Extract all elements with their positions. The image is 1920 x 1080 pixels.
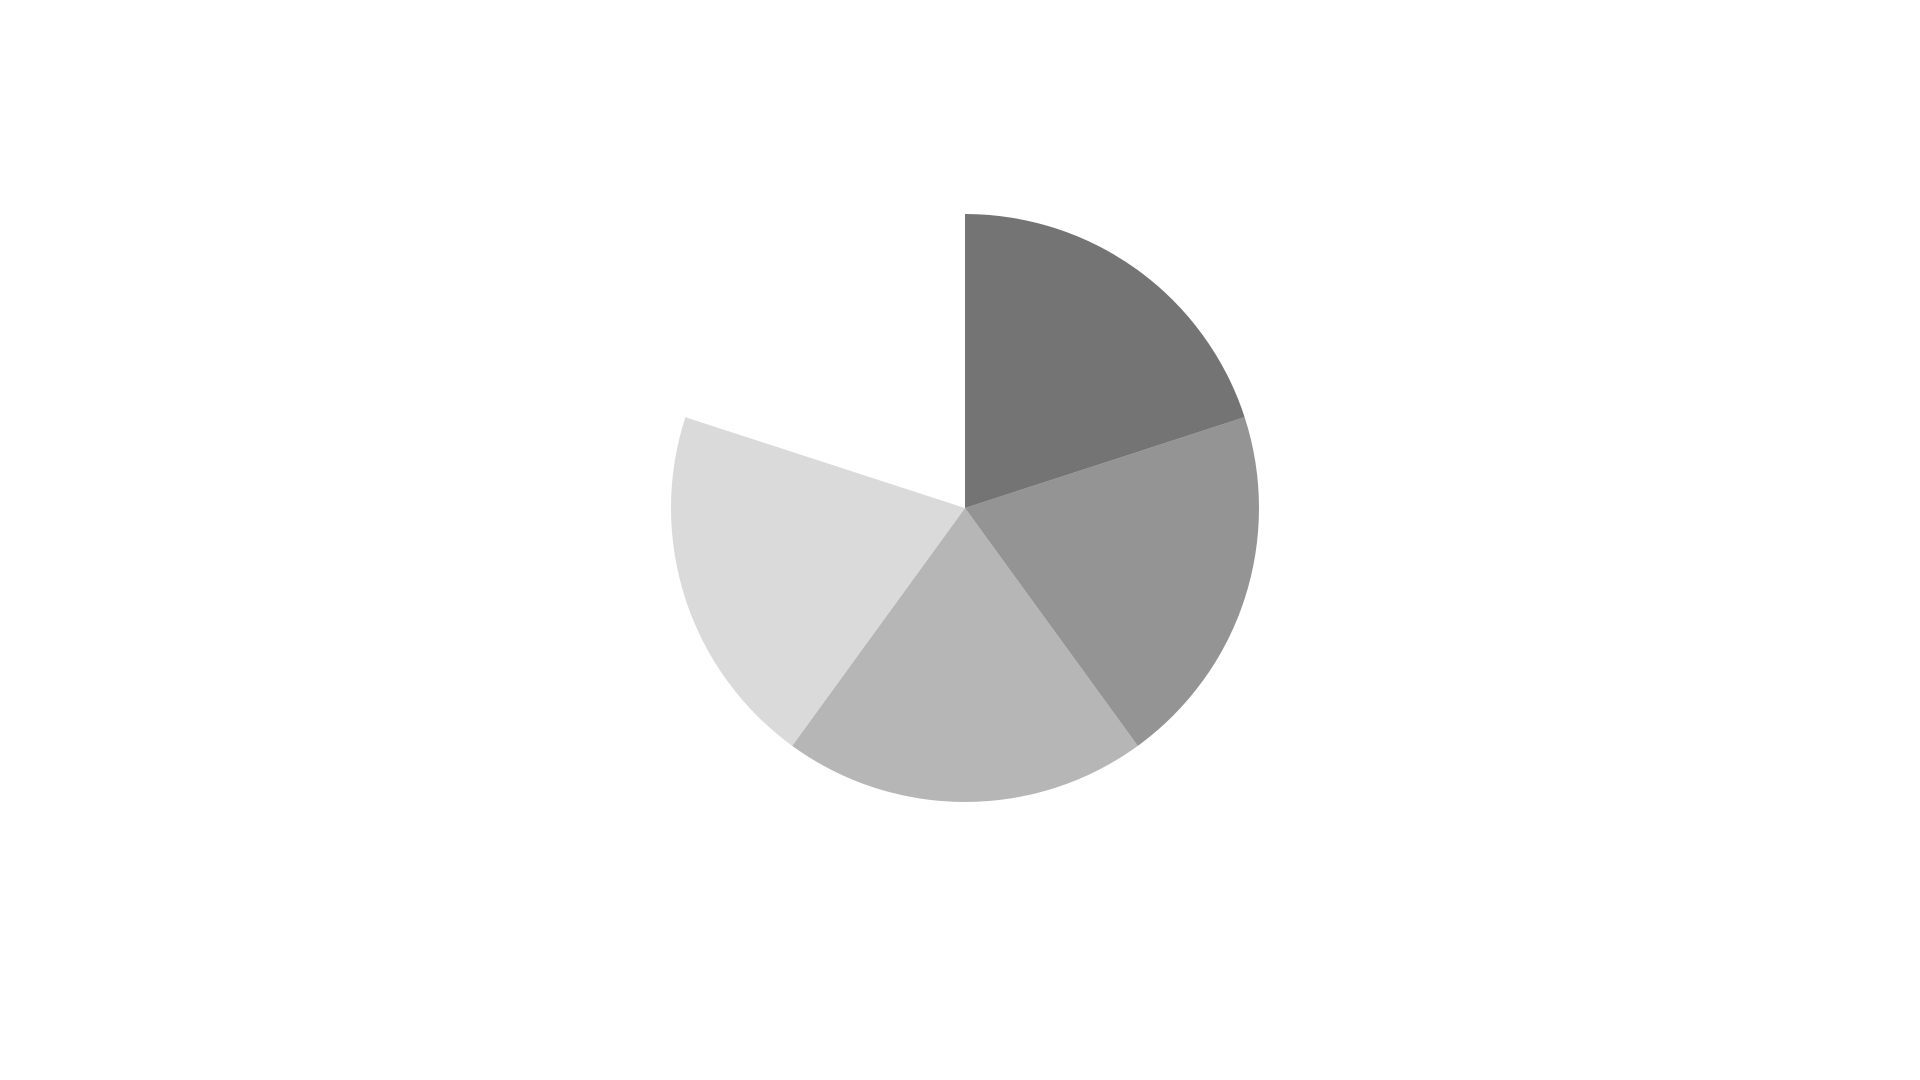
- pie-slice-1: [965, 214, 1245, 508]
- pie-slice-3: [792, 508, 1138, 802]
- pie-slice-2: [965, 417, 1259, 746]
- pie-slice-4: [671, 417, 965, 746]
- pie-slices: [671, 214, 1259, 802]
- pie-slice-5: [685, 214, 965, 508]
